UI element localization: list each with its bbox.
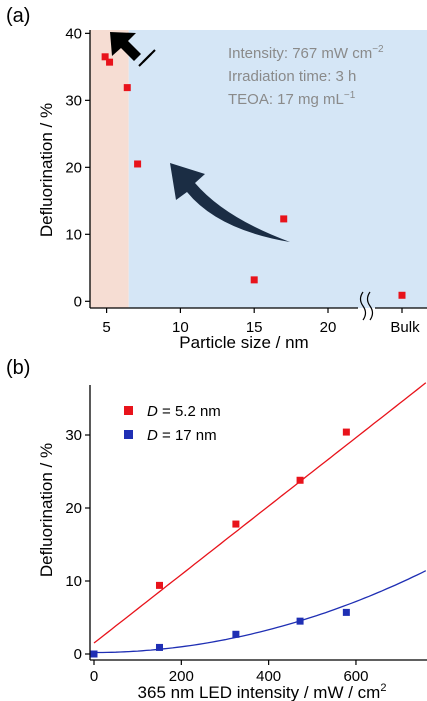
legend-marker-series-1: [124, 406, 133, 415]
panel-b-fit-line-1: [93, 382, 427, 644]
annotation-irradiation-time: Irradiation time: 3 h: [228, 68, 356, 85]
panel-a-x-tick-label-bulk: Bulk: [390, 319, 420, 336]
panel-a-y-tick-label: 0: [74, 293, 82, 310]
panel-b-x-tick-label: 0: [90, 668, 98, 685]
legend-label-series-2: D = 17 nm: [147, 427, 217, 444]
panel-b-data-point-series-1: [232, 520, 240, 528]
panel-b-data-point-series-2: [90, 650, 98, 658]
panel-a-x-tick-label: 20: [320, 319, 337, 336]
panel-a-x-tick-label: 15: [246, 319, 263, 336]
axis-break-mark: [366, 291, 374, 321]
corner-arrow-stripe: [146, 49, 156, 59]
panel-b-data-point-series-2: [296, 617, 304, 625]
panel-a-label: (a): [6, 5, 30, 27]
annotation-teoa: TEOA: 17 mg mL−1: [228, 90, 356, 108]
legend-marker-series-2: [124, 430, 133, 439]
panel-a-y-tick-label: 40: [65, 25, 82, 42]
panel-b-xlabel-sup: 2: [380, 682, 386, 694]
panel-b-data-point-series-2: [232, 630, 240, 638]
panel-a-data-point: [101, 53, 109, 61]
panel-b-data-point-series-1: [155, 581, 163, 589]
panel-a-y-tick-label: 10: [65, 226, 82, 243]
curved-arrow-icon: [170, 163, 290, 242]
panel-a-ylabel: Defluorination / %: [37, 103, 56, 237]
panel-b-x-tick-label: 600: [343, 668, 368, 685]
panel-b-y-tick-label: 10: [65, 573, 82, 590]
panel-b-plot: 0 10 20 30 0 200 400 600 D = 5.2 nm D = 17 nm: [65, 382, 427, 685]
panel-b-xlabel: 365 nm LED intensity / mW / cm2: [138, 682, 387, 701]
panel-a-data-point: [280, 215, 288, 223]
panel-a-bulk-data-point: [398, 291, 406, 299]
panel-b-y-tick-label: 0: [74, 646, 82, 663]
panel-a-x-tick-label: 10: [172, 319, 189, 336]
panel-b-data-point-series-2: [342, 608, 350, 616]
panel-a-y-tick-label: 20: [65, 159, 82, 176]
panel-b-fit-line-2: [94, 570, 427, 654]
panel-b-data-point-series-2: [155, 643, 163, 651]
shaded-region-1: [90, 30, 129, 308]
annotation-intensity: Intensity: 767 mW cm−2: [228, 44, 384, 62]
panel-a-xlabel: Particle size / nm: [179, 333, 308, 352]
panel-b-label: (b): [6, 357, 30, 379]
axis-break-mark: [359, 291, 367, 321]
panel-a-y-tick-label: 30: [65, 92, 82, 109]
panel-b-ylabel: Defluorination / %: [37, 443, 56, 577]
panel-b-y-tick-label: 20: [65, 500, 82, 517]
panel-b-data-point-series-1: [296, 476, 304, 484]
panel-a-data-point: [123, 84, 131, 92]
panel-b-data-point-series-1: [342, 428, 350, 436]
panel-a-plot: Intensity: 767 mW cm−2 Irradiation time: …: [65, 25, 427, 336]
corner-arrow-icon: [110, 32, 141, 61]
legend-label-series-1: D = 5.2 nm: [147, 403, 221, 420]
panel-b-y-tick-label: 30: [65, 427, 82, 444]
panel-a-data-point: [250, 276, 258, 284]
panel-a-data-point: [134, 160, 142, 168]
panel-a-data-point: [106, 58, 114, 66]
panel-b-x-tick-label: 400: [256, 668, 281, 685]
panel-a-x-tick-label: 5: [102, 319, 110, 336]
panel-b-x-tick-label: 200: [169, 668, 194, 685]
panel-b-xlabel-text: 365 nm LED intensity / mW / cm: [138, 683, 381, 701]
